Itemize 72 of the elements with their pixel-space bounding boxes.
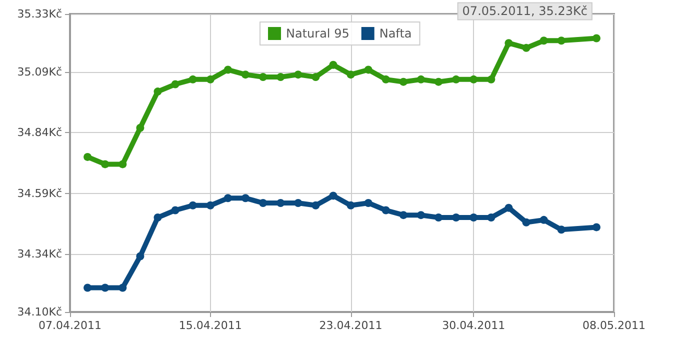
point	[504, 204, 513, 212]
point	[136, 252, 144, 260]
point	[171, 80, 180, 88]
point	[452, 214, 460, 222]
point	[540, 36, 548, 45]
point	[101, 160, 110, 168]
point	[346, 70, 355, 79]
point	[241, 70, 250, 79]
annotation: 07.05.2011, 35.23Kč	[462, 4, 588, 18]
point	[592, 34, 600, 42]
point	[399, 78, 408, 86]
point	[364, 198, 372, 207]
point	[188, 201, 197, 210]
point	[84, 284, 92, 292]
legend-label: Nafta	[379, 26, 412, 40]
point	[276, 72, 285, 81]
point	[101, 284, 110, 292]
x-tick-label: 30.04.2011	[442, 319, 506, 332]
point	[259, 198, 268, 207]
point	[487, 214, 496, 222]
point	[154, 214, 162, 222]
x-tick-label: 07.04.2011	[38, 319, 102, 332]
point	[224, 66, 232, 74]
point	[416, 75, 425, 84]
point	[118, 160, 127, 168]
point	[276, 198, 285, 207]
point	[241, 194, 250, 202]
point	[382, 75, 390, 84]
point	[364, 66, 372, 74]
point	[434, 78, 443, 86]
x-tick-label: 15.04.2011	[178, 319, 242, 332]
y-tick-label: 34.10Kč	[17, 306, 62, 318]
y-tick-label: 34.84Kč	[17, 126, 62, 140]
y-tick-label: 34.34Kč	[17, 247, 62, 260]
point	[346, 201, 355, 210]
legend-label: Natural 95	[286, 26, 350, 40]
point	[294, 70, 302, 79]
point	[171, 206, 180, 214]
point	[592, 223, 600, 232]
point	[294, 198, 302, 207]
point	[382, 206, 390, 214]
point	[206, 201, 214, 210]
point	[329, 60, 338, 69]
y-tick-label: 35.09Kč	[17, 66, 62, 79]
point	[522, 44, 530, 52]
point	[487, 75, 496, 84]
point	[154, 88, 162, 96]
point	[522, 218, 530, 226]
x-tick-label: 23.04.2011	[319, 319, 382, 332]
point	[557, 226, 566, 234]
point	[118, 284, 127, 292]
point	[259, 72, 268, 81]
point	[206, 75, 214, 84]
x-tick-label: 08.05.2011	[582, 319, 646, 332]
y-tick-label: 34.59Kč	[17, 186, 62, 200]
point	[416, 211, 425, 220]
point	[470, 75, 478, 84]
point	[312, 72, 320, 81]
point	[557, 36, 566, 45]
point	[136, 124, 144, 132]
point	[399, 211, 408, 220]
point	[452, 75, 460, 84]
point	[329, 192, 338, 200]
y-tick-label: 35.33Kč	[17, 8, 62, 20]
point	[434, 214, 443, 222]
point	[540, 216, 548, 224]
point	[470, 214, 478, 222]
point	[504, 39, 513, 48]
point	[84, 152, 92, 161]
point	[312, 201, 320, 210]
point	[188, 75, 197, 84]
point	[224, 194, 232, 202]
